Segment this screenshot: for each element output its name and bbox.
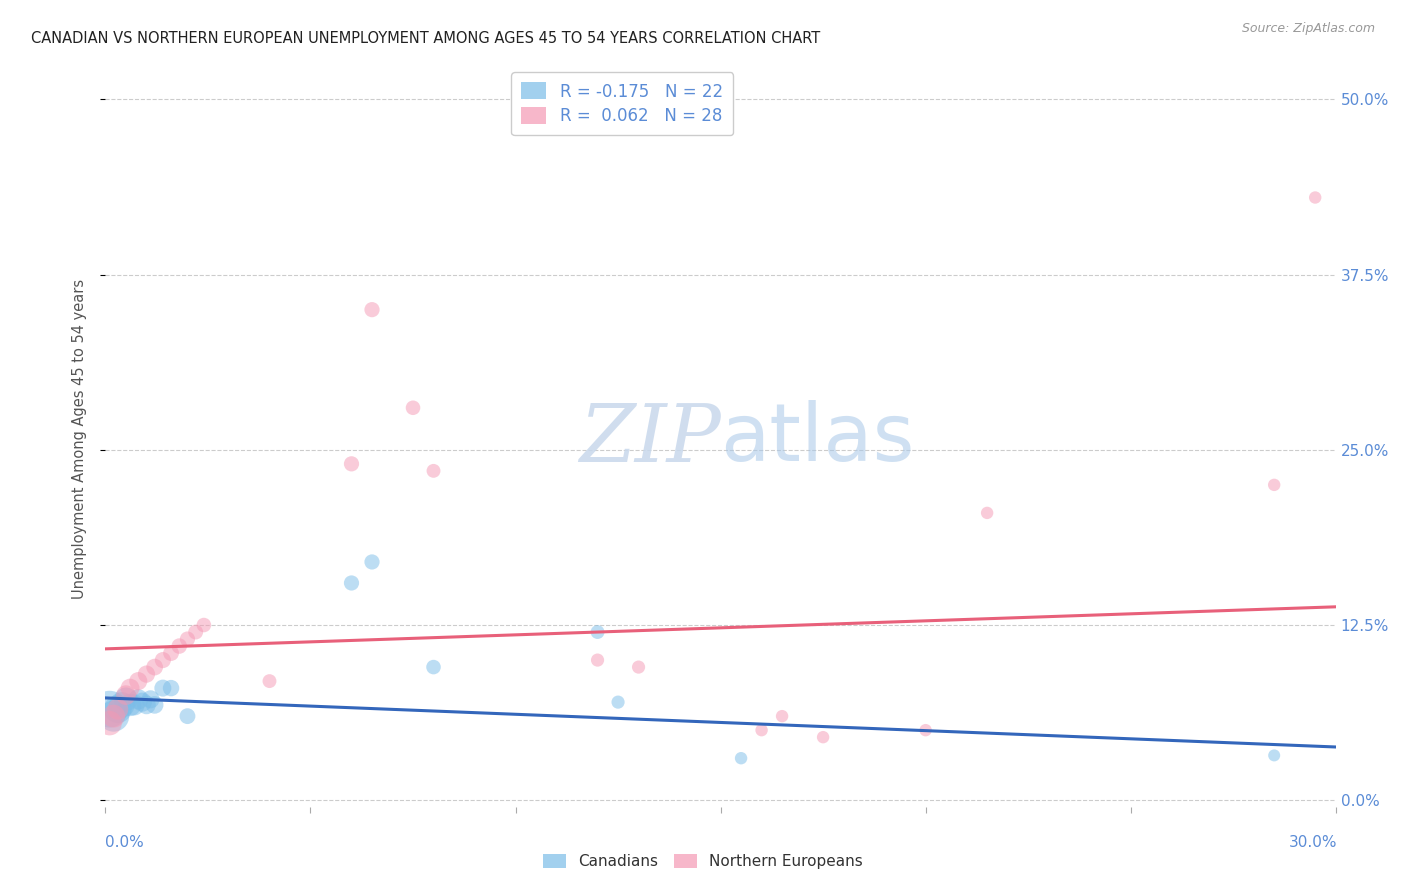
Point xyxy=(176,709,198,723)
Point xyxy=(976,506,998,520)
Point xyxy=(751,723,773,738)
Point xyxy=(1263,478,1285,492)
Legend: R = -0.175   N = 22, R =  0.062   N = 28: R = -0.175 N = 22, R = 0.062 N = 28 xyxy=(512,72,733,136)
Point xyxy=(122,698,145,712)
Point xyxy=(361,302,384,317)
Point xyxy=(811,730,834,744)
Text: 30.0%: 30.0% xyxy=(1289,836,1337,850)
Point xyxy=(135,667,157,681)
Point xyxy=(152,653,174,667)
Point xyxy=(127,674,149,689)
Point xyxy=(103,709,125,723)
Point xyxy=(135,698,157,712)
Text: CANADIAN VS NORTHERN EUROPEAN UNEMPLOYMENT AMONG AGES 45 TO 54 YEARS CORRELATION: CANADIAN VS NORTHERN EUROPEAN UNEMPLOYME… xyxy=(31,31,820,46)
Point xyxy=(127,692,149,706)
Point xyxy=(1263,748,1285,763)
Point xyxy=(259,674,281,689)
Point xyxy=(340,457,363,471)
Point xyxy=(607,695,630,709)
Text: 0.0%: 0.0% xyxy=(105,836,145,850)
Point xyxy=(103,709,125,723)
Legend: Canadians, Northern Europeans: Canadians, Northern Europeans xyxy=(537,848,869,875)
Point xyxy=(184,625,207,640)
Point xyxy=(586,625,609,640)
Point xyxy=(120,681,141,695)
Point xyxy=(98,702,121,716)
Point xyxy=(107,702,129,716)
Point xyxy=(402,401,425,415)
Text: ZIP: ZIP xyxy=(579,401,721,478)
Text: atlas: atlas xyxy=(721,401,915,478)
Point xyxy=(160,681,183,695)
Y-axis label: Unemployment Among Ages 45 to 54 years: Unemployment Among Ages 45 to 54 years xyxy=(72,279,87,599)
Point xyxy=(143,698,166,712)
Point xyxy=(98,716,121,731)
Text: Source: ZipAtlas.com: Source: ZipAtlas.com xyxy=(1241,22,1375,36)
Point xyxy=(115,688,138,702)
Point xyxy=(770,709,793,723)
Point xyxy=(120,698,141,712)
Point xyxy=(115,692,138,706)
Point xyxy=(1303,190,1326,204)
Point xyxy=(422,660,444,674)
Point xyxy=(169,639,191,653)
Point xyxy=(361,555,384,569)
Point xyxy=(193,618,215,632)
Point xyxy=(176,632,198,646)
Point xyxy=(139,692,162,706)
Point xyxy=(914,723,936,738)
Point xyxy=(111,698,134,712)
Point xyxy=(586,653,609,667)
Point xyxy=(422,464,444,478)
Point xyxy=(627,660,650,674)
Point xyxy=(340,576,363,591)
Point xyxy=(143,660,166,674)
Point xyxy=(730,751,752,765)
Point xyxy=(131,695,153,709)
Point xyxy=(160,646,183,660)
Point xyxy=(152,681,174,695)
Point xyxy=(107,702,129,716)
